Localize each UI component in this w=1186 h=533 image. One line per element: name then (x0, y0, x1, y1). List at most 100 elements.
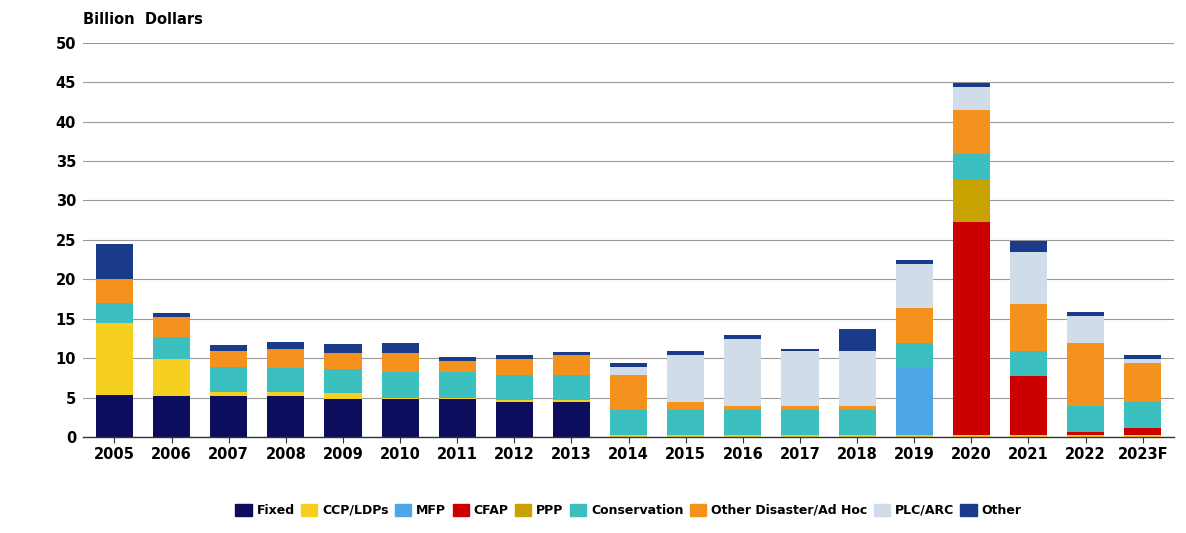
Bar (725, 335, 761, 339)
Bar (782, 406, 818, 410)
Bar (153, 396, 190, 437)
Text: Billion  Dollars: Billion Dollars (83, 12, 203, 27)
Bar (1010, 376, 1047, 435)
Bar (952, 154, 990, 179)
Bar (1067, 435, 1104, 437)
Bar (1124, 435, 1161, 437)
Bar (668, 402, 704, 410)
Bar (267, 392, 305, 396)
Bar (382, 399, 419, 437)
Bar (1067, 343, 1104, 406)
Bar (952, 110, 990, 154)
Bar (553, 355, 589, 375)
Bar (439, 360, 476, 373)
Bar (839, 351, 875, 406)
Bar (895, 264, 932, 308)
Bar (1124, 363, 1161, 402)
Bar (553, 352, 589, 355)
Bar (96, 395, 133, 437)
Bar (96, 322, 133, 395)
Bar (496, 355, 533, 359)
Bar (1067, 316, 1104, 343)
Bar (1124, 359, 1161, 363)
Bar (267, 368, 305, 392)
Bar (610, 367, 648, 375)
Bar (610, 435, 648, 437)
Bar (895, 435, 932, 437)
Bar (496, 401, 533, 437)
Bar (782, 435, 818, 437)
Bar (325, 399, 362, 437)
Legend: Fixed, CCP/LDPs, MFP, CFAP, PPP, Conservation, Other Disaster/Ad Hoc, PLC/ARC, O: Fixed, CCP/LDPs, MFP, CFAP, PPP, Conserv… (230, 498, 1027, 522)
Bar (439, 373, 476, 398)
Bar (725, 435, 761, 437)
Bar (153, 313, 190, 317)
Bar (668, 355, 704, 402)
Bar (325, 353, 362, 369)
Bar (439, 357, 476, 360)
Bar (325, 369, 362, 393)
Bar (725, 339, 761, 406)
Bar (325, 344, 362, 353)
Bar (895, 343, 932, 368)
Bar (210, 396, 247, 437)
Bar (267, 396, 305, 437)
Bar (267, 342, 305, 349)
Bar (668, 410, 704, 435)
Bar (553, 400, 589, 401)
Bar (382, 373, 419, 398)
Bar (1010, 253, 1047, 304)
Bar (1010, 304, 1047, 351)
Bar (153, 337, 190, 359)
Bar (895, 368, 932, 435)
Bar (496, 400, 533, 401)
Bar (439, 398, 476, 399)
Bar (1124, 402, 1161, 427)
Bar (153, 317, 190, 337)
Bar (210, 392, 247, 396)
Bar (610, 410, 648, 435)
Bar (895, 308, 932, 343)
Bar (210, 351, 247, 367)
Bar (325, 393, 362, 399)
Bar (782, 410, 818, 435)
Bar (839, 410, 875, 435)
Bar (382, 343, 419, 353)
Bar (952, 435, 990, 437)
Bar (1010, 240, 1047, 253)
Bar (153, 359, 190, 396)
Bar (496, 359, 533, 375)
Bar (782, 351, 818, 406)
Bar (96, 303, 133, 322)
Bar (267, 349, 305, 368)
Bar (782, 349, 818, 351)
Bar (952, 87, 990, 110)
Bar (96, 279, 133, 303)
Bar (952, 222, 990, 435)
Bar (839, 435, 875, 437)
Bar (1010, 435, 1047, 437)
Bar (952, 83, 990, 87)
Bar (382, 398, 419, 399)
Bar (725, 410, 761, 435)
Bar (839, 329, 875, 351)
Bar (210, 367, 247, 392)
Bar (1124, 427, 1161, 435)
Bar (96, 244, 133, 279)
Bar (382, 353, 419, 373)
Bar (439, 399, 476, 437)
Bar (668, 351, 704, 355)
Bar (668, 435, 704, 437)
Bar (610, 375, 648, 410)
Bar (553, 375, 589, 400)
Bar (952, 179, 990, 222)
Bar (553, 401, 589, 437)
Bar (1067, 312, 1104, 316)
Bar (839, 406, 875, 410)
Bar (895, 260, 932, 264)
Bar (1124, 355, 1161, 359)
Bar (725, 406, 761, 410)
Bar (1067, 406, 1104, 432)
Bar (610, 363, 648, 367)
Bar (1010, 351, 1047, 376)
